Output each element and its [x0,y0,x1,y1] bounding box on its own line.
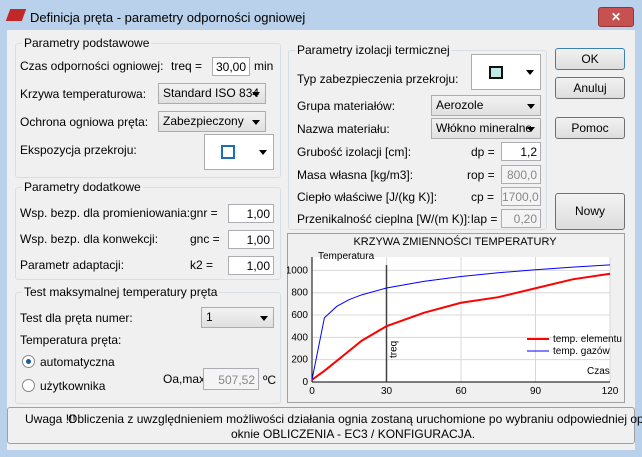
y-tick-label: 0 [302,377,308,388]
label: rop = [467,168,495,182]
output: 0,20 [501,209,541,228]
y-tick-label: 800 [291,288,308,299]
y-tick-label: 400 [291,332,308,343]
output: 800,0 [501,165,541,184]
input[interactable]: 1,00 [228,256,274,275]
chart: KRZYWA ZMIENNOŚCI TEMPERATURY Temperatur… [287,233,625,403]
label: Ochrona ogniowa pręta: [20,115,149,129]
insulation-type-picker[interactable] [471,54,541,90]
section-icon [489,66,503,79]
chart-title: KRZYWA ZMIENNOŚCI TEMPERATURY [353,235,557,248]
group-basic: Parametry podstawowe Czas odporności ogn… [15,36,281,178]
input[interactable]: 1,00 [228,230,274,249]
note-text: Obliczenia z uwzględnieniem możliwości d… [68,412,642,442]
label: Parametr adaptacji: [20,258,125,272]
x-axis-title: Czas [587,366,610,377]
group-test: Test maksymalnej temperatury pręta Test … [15,285,281,404]
input[interactable]: 1,2 [501,142,541,161]
input[interactable]: 30,00 [212,57,250,76]
client-area: Parametry podstawowe Czas odporności ogn… [7,30,642,450]
ok-button[interactable]: OK [555,48,625,70]
label: treq = [171,59,203,73]
select[interactable]: Standard ISO 834 [158,83,266,104]
unit: min [254,59,274,73]
radio-label: automatyczna [40,355,115,369]
label: gnr = [190,206,218,220]
label: Masa własna [kg/m3]: [297,168,414,182]
series-line [311,272,611,381]
section-icon [221,145,235,159]
y-axis-title: Temperatura [318,251,375,262]
label: k2 = [190,258,214,272]
window-title: Definicja pręta - parametry odporności o… [30,10,306,25]
label: Ciepło właściwe [J/(kg K)]: [297,190,438,204]
label: dp = [471,145,495,159]
exposure-picker[interactable] [204,134,274,170]
label: Grupa materiałów: [297,99,396,113]
output: 1700,0 [501,187,541,206]
note-box: Uwaga !!! Obliczenia z uwzględnieniem mo… [7,407,642,444]
label: gnc = [190,232,220,246]
radio-checked[interactable] [22,355,35,368]
label: Wsp. bezp. dla promieniowania: [20,206,191,220]
close-button[interactable]: ✕ [598,7,634,27]
label: Test dla pręta numer: [20,311,133,325]
legend-label: temp. elementu [553,334,622,345]
label: Przenikalność cieplna [W/(m K)]: [297,212,471,226]
x-tick-label: 30 [381,386,393,397]
note-line: Obliczenia z uwzględnieniem możliwości d… [68,412,642,426]
x-tick-label: 0 [309,386,315,397]
label: Wsp. bezp. dla konwekcji: [20,232,159,246]
series-line [311,264,611,380]
note-line: oknie OBLICZENIA - EC3 / KONFIGURACJA. [230,427,476,441]
treq-label: treq [389,341,400,358]
label: Typ zabezpieczenia przekroju: [297,72,459,86]
output: 507,52 [203,368,259,390]
group-title: Parametry dodatkowe [22,180,143,194]
group-additional: Parametry dodatkowe Wsp. bezp. dla promi… [15,180,281,280]
cancel-button[interactable]: Anuluj [555,77,625,99]
group-title: Parametry izolacji termicznej [295,43,452,57]
input[interactable]: 1,00 [228,204,274,223]
help-button[interactable]: Pomoc [555,117,625,139]
x-tick-label: 60 [455,386,467,397]
group-title: Parametry podstawowe [22,36,152,50]
app-icon [5,9,27,21]
new-material-button[interactable]: Nowy materiał [555,193,625,253]
label: Ekspozycja przekroju: [20,143,137,157]
select[interactable]: 1 [201,307,274,328]
select[interactable]: Włókno mineralne [431,118,541,139]
label: Oa,max = [163,372,216,386]
group-title: Test maksymalnej temperatury pręta [22,285,220,299]
radio[interactable] [22,379,35,392]
label: Grubość izolacji [cm]: [297,145,412,159]
y-tick-label: 600 [291,310,308,321]
label: Temperatura pręta: [20,333,122,347]
label: Czas odporności ogniowej: [20,59,164,73]
select[interactable]: Zabezpieczony [158,111,266,132]
radio-label: użytkownika [40,379,106,393]
group-insulation: Parametry izolacji termicznej Typ zabezp… [288,43,547,230]
label: lap = [471,212,498,226]
unit: ºC [263,373,277,387]
label: cp = [471,190,495,204]
label: Nazwa materiału: [297,122,390,136]
select[interactable]: Aerozole [431,95,541,116]
y-tick-label: 1000 [287,265,308,276]
y-tick-label: 200 [291,355,308,366]
label: Krzywa temperaturowa: [20,87,147,101]
legend-label: temp. gazów [553,346,610,357]
x-tick-label: 120 [602,386,619,397]
x-tick-label: 90 [530,386,542,397]
note-label: Uwaga !!! [25,412,76,426]
